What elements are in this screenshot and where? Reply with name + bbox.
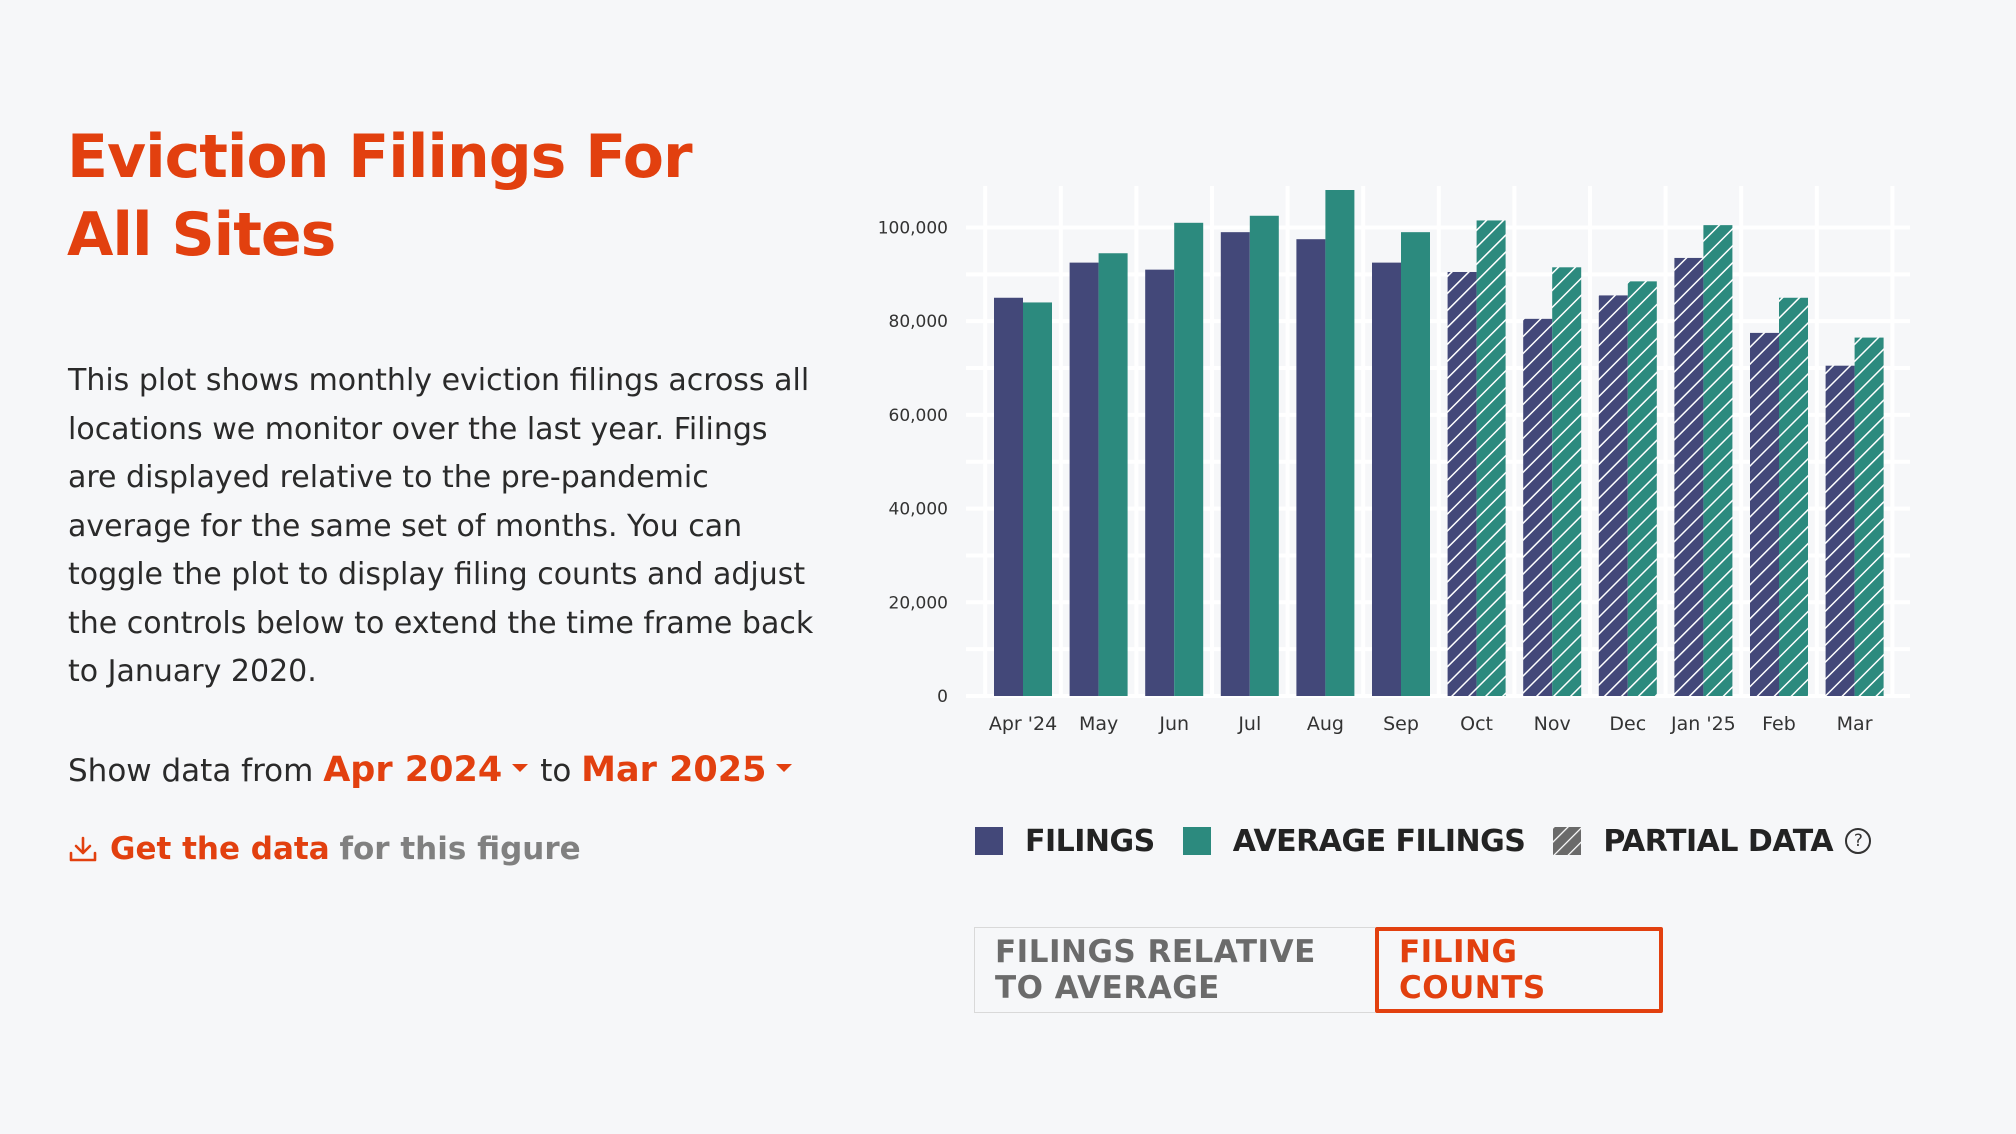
bar-chart: 0 20,000 40,000 60,000 80,000 100,000 Apr '24…	[878, 186, 1910, 735]
chart-description: This plot shows monthly eviction filings…	[68, 363, 814, 689]
chart-legend: FILINGS AVERAGE FILINGS PARTIAL DATA ?	[975, 818, 1899, 864]
x-tick-label: Oct	[1460, 713, 1493, 735]
bar-average-7[interactable]	[1552, 267, 1582, 696]
legend-label-partial: PARTIAL DATA	[1603, 823, 1834, 859]
bar-filings-3[interactable]	[1220, 232, 1250, 696]
to-date-dropdown[interactable]: Mar 2025	[581, 750, 804, 790]
x-axis: Apr '24 May Jun Jul Aug Sep Oct Nov Dec Jan '25 Fe…	[989, 713, 1873, 735]
bar-filings-2[interactable]	[1145, 269, 1175, 696]
get-data-suffix: for this figure	[339, 831, 581, 867]
bar-filings-8[interactable]	[1598, 295, 1628, 696]
x-tick-label: May	[1079, 713, 1118, 735]
bar-average-5[interactable]	[1401, 232, 1430, 696]
x-tick-label: Mar	[1837, 713, 1873, 735]
from-date-dropdown[interactable]: Apr 2024	[323, 750, 540, 790]
range-prefix: Show data from	[68, 753, 314, 789]
bar-average-6[interactable]	[1476, 220, 1506, 696]
bar-filings-7[interactable]	[1523, 318, 1553, 696]
x-tick-label: Jul	[1237, 713, 1261, 735]
get-data-row: Get the data for this figure	[68, 826, 581, 872]
bar-average-2[interactable]	[1174, 222, 1204, 696]
bar-average-3[interactable]	[1249, 215, 1279, 696]
x-tick-label: Sep	[1383, 713, 1419, 735]
bar-filings-11[interactable]	[1825, 365, 1855, 696]
bar-average-0[interactable]	[1023, 302, 1052, 696]
chevron-down-icon	[776, 764, 793, 772]
bar-average-1[interactable]	[1098, 253, 1128, 696]
download-icon	[69, 836, 97, 862]
x-tick-label: Nov	[1534, 713, 1571, 735]
partial-swatch	[1553, 827, 1582, 855]
date-range-controls: Show data from Apr 2024 to Mar 2025	[68, 744, 804, 797]
y-axis: 0 20,000 40,000 60,000 80,000 100,000	[878, 218, 948, 707]
y-tick-label: 20,000	[889, 593, 948, 613]
y-tick-label: 100,000	[878, 218, 948, 238]
tab-filing-counts[interactable]: FILING COUNTS	[1375, 927, 1663, 1013]
bar-filings-6[interactable]	[1447, 271, 1477, 696]
to-date-value: Mar 2025	[581, 750, 767, 790]
bar-average-10[interactable]	[1779, 297, 1808, 696]
bar-filings-10[interactable]	[1750, 332, 1779, 696]
bar-average-8[interactable]	[1627, 281, 1657, 696]
range-connector: to	[540, 753, 572, 789]
y-tick-label: 40,000	[889, 500, 948, 520]
legend-item-average: AVERAGE FILINGS	[1182, 823, 1526, 859]
get-data-label: Get the data	[110, 831, 330, 867]
x-tick-label: Jun	[1158, 713, 1189, 735]
help-icon[interactable]: ?	[1845, 828, 1872, 854]
x-tick-label: Dec	[1609, 713, 1646, 735]
get-data-link[interactable]: Get the data	[68, 831, 330, 867]
legend-item-filings: FILINGS	[975, 824, 1155, 859]
chart-bars	[994, 190, 1884, 696]
legend-label-average: AVERAGE FILINGS	[1232, 823, 1526, 859]
from-date-value: Apr 2024	[323, 750, 503, 790]
tab-relative-to-average[interactable]: FILINGS RELATIVE TO AVERAGE	[974, 927, 1375, 1013]
bar-filings-1[interactable]	[1069, 262, 1099, 696]
x-tick-label: Jan '25	[1670, 713, 1736, 735]
x-tick-label: Feb	[1762, 713, 1796, 735]
y-tick-label: 0	[937, 687, 948, 707]
legend-item-partial: PARTIAL DATA ?	[1553, 823, 1872, 859]
bar-average-11[interactable]	[1854, 337, 1884, 696]
legend-label-filings: FILINGS	[1025, 823, 1155, 859]
average-swatch	[1182, 827, 1211, 855]
bar-filings-4[interactable]	[1296, 239, 1326, 696]
x-tick-label: Aug	[1307, 713, 1344, 735]
chevron-down-icon	[512, 764, 529, 772]
y-tick-label: 80,000	[889, 312, 948, 332]
bar-filings-0[interactable]	[994, 297, 1023, 696]
page-title: Eviction Filings For All Sites	[67, 122, 693, 270]
bar-filings-5[interactable]	[1372, 262, 1401, 696]
bar-filings-9[interactable]	[1674, 257, 1704, 696]
filings-swatch	[975, 827, 1003, 855]
bar-average-4[interactable]	[1325, 190, 1355, 696]
bar-average-9[interactable]	[1703, 225, 1733, 696]
y-tick-label: 60,000	[889, 406, 948, 426]
x-tick-label: Apr '24	[989, 713, 1057, 735]
view-toggle: FILINGS RELATIVE TO AVERAGE FILING COUNT…	[974, 927, 1663, 1013]
